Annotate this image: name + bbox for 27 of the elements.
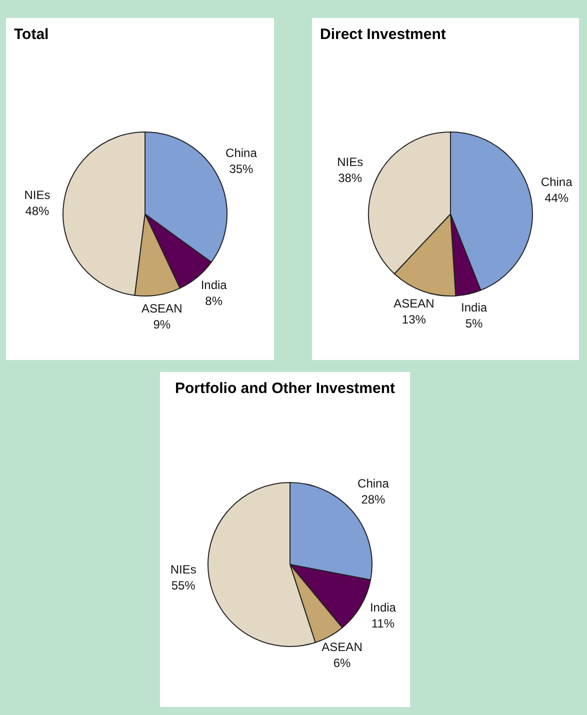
data-label: 48% bbox=[25, 204, 50, 218]
slice-label: NIEs bbox=[170, 562, 196, 576]
data-label: 28% bbox=[361, 492, 386, 507]
slice-label: India bbox=[370, 600, 396, 614]
slice-label: ASEAN bbox=[394, 296, 434, 311]
slice-label: ASEAN bbox=[142, 302, 182, 316]
chart-title: Total bbox=[13, 25, 50, 45]
data-label: 6% bbox=[333, 656, 352, 670]
chart-title: Direct Investment bbox=[319, 25, 447, 45]
data-label: 13% bbox=[402, 312, 426, 327]
data-label: 38% bbox=[338, 171, 362, 186]
chart-title: Portfolio and Other Investment bbox=[174, 379, 396, 399]
data-label: 9% bbox=[153, 318, 171, 332]
data-label: 35% bbox=[229, 162, 254, 176]
data-label: 11% bbox=[371, 616, 395, 630]
slice-label: China bbox=[358, 476, 390, 491]
data-label: 8% bbox=[205, 294, 223, 308]
slice-label: India bbox=[461, 300, 488, 314]
slice-label: China bbox=[540, 174, 573, 189]
data-label: 44% bbox=[544, 190, 569, 205]
slice-label: NIEs bbox=[24, 188, 50, 202]
data-label: 5% bbox=[465, 316, 484, 330]
slice-label: ASEAN bbox=[322, 640, 362, 654]
slice-label: India bbox=[200, 278, 228, 292]
data-label: 55% bbox=[171, 578, 196, 592]
slice-label: NIEs bbox=[337, 155, 364, 170]
slice-label: China bbox=[226, 146, 258, 160]
